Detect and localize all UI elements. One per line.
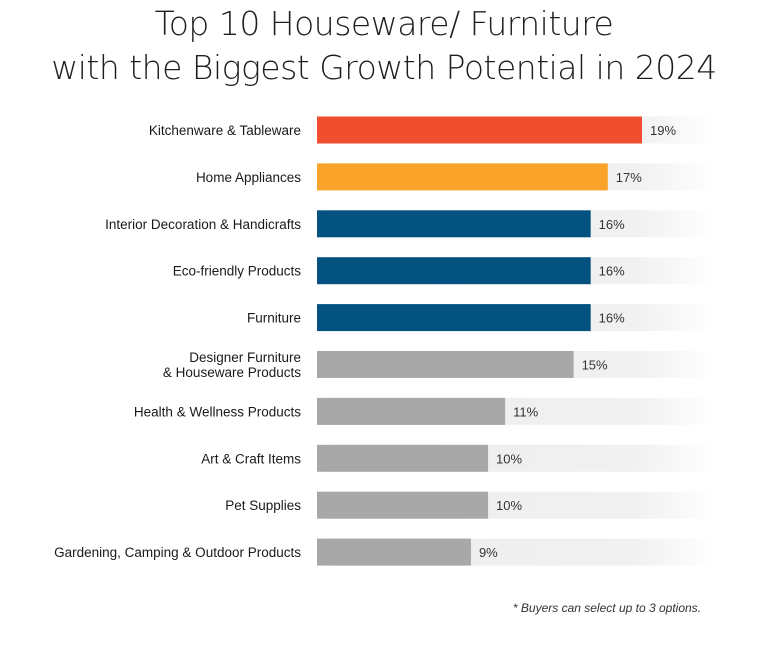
data-label: 16% xyxy=(599,264,625,279)
category-label: Designer Furniture xyxy=(189,350,301,365)
category-label: Furniture xyxy=(247,311,301,326)
category-label: Pet Supplies xyxy=(225,498,301,513)
bar xyxy=(317,163,608,191)
category-label: Interior Decoration & Handicrafts xyxy=(105,217,301,232)
bar xyxy=(317,538,471,566)
category-label: Art & Craft Items xyxy=(201,451,301,466)
data-label: 16% xyxy=(599,217,625,232)
footnote: * Buyers can select up to 3 options. xyxy=(512,601,701,615)
category-label: Kitchenware & Tableware xyxy=(149,123,301,138)
category-label: Gardening, Camping & Outdoor Products xyxy=(54,545,301,560)
data-label: 10% xyxy=(496,498,522,513)
bar xyxy=(317,257,591,285)
category-label: Health & Wellness Products xyxy=(134,404,301,419)
bar xyxy=(317,304,591,332)
data-label: 9% xyxy=(479,545,498,560)
category-label: Home Appliances xyxy=(196,170,301,185)
bar xyxy=(317,397,506,425)
bar xyxy=(317,491,489,519)
data-label: 15% xyxy=(582,358,608,373)
data-label: 11% xyxy=(513,404,538,419)
chart-title-line-2: with the Biggest Growth Potential in 202… xyxy=(51,48,717,87)
bar xyxy=(317,116,642,144)
data-label: 16% xyxy=(599,311,625,326)
chart-rows: 19% Kitchenware & Tableware 17% Home Applia… xyxy=(54,116,717,566)
data-label: 19% xyxy=(650,123,676,138)
chart-title: Top 10 Houseware/ Furniture with the Big… xyxy=(0,2,768,90)
bar xyxy=(317,444,489,472)
data-label: 10% xyxy=(496,451,522,466)
data-label: 17% xyxy=(616,170,642,185)
chart-title-line-1: Top 10 Houseware/ Furniture xyxy=(154,4,614,43)
bar xyxy=(317,210,591,238)
category-label: & Houseware Products xyxy=(163,365,301,380)
category-label: Eco-friendly Products xyxy=(173,264,302,279)
bar xyxy=(317,351,574,378)
